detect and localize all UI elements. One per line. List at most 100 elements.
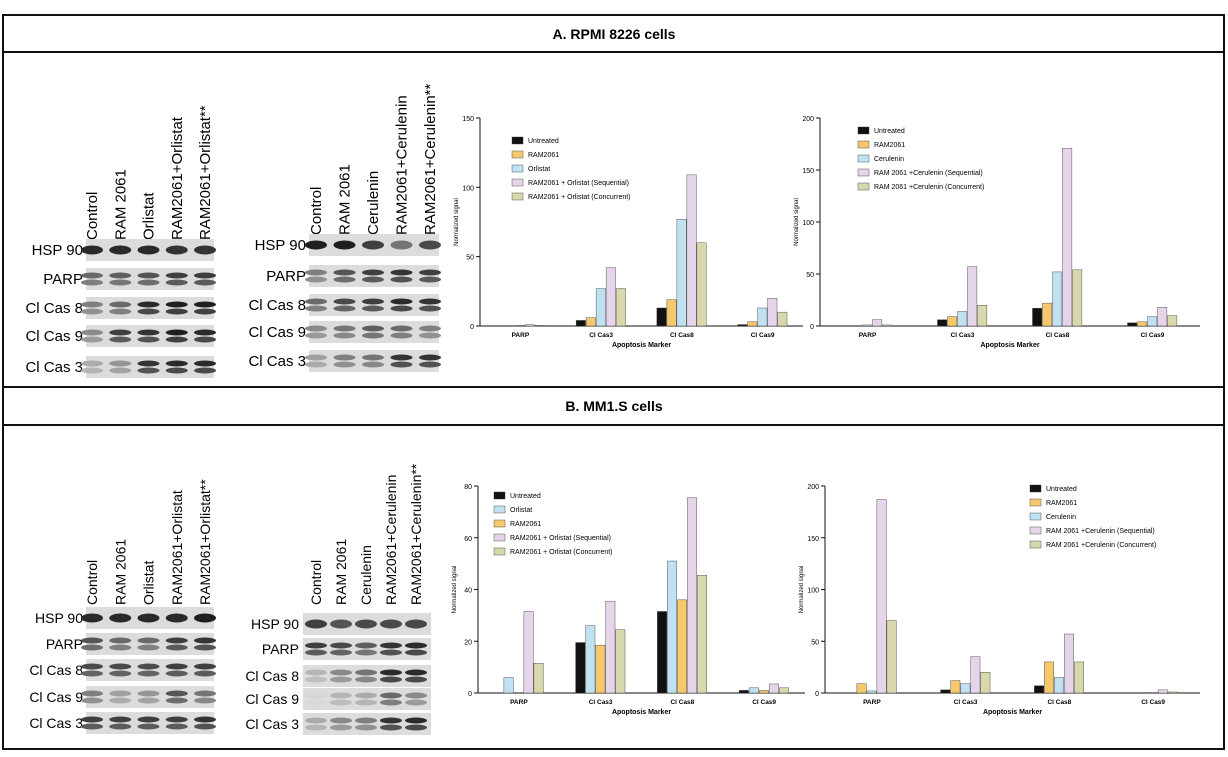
bar xyxy=(686,174,697,327)
bar xyxy=(960,683,971,694)
bar-chart: 0 20 40 60 80 Normalized signal PARP Cl Cas3 Cl … xyxy=(452,484,805,716)
legend-entry: RAM 2061 +Cerulenin (Concurrent) xyxy=(874,184,984,191)
western-blot: Control RAM 2061 Cerulenin RAM2061+Ceruleni… xyxy=(245,463,431,735)
legend-swatch xyxy=(511,192,524,201)
blot-marker-label: Cl Cas 9 xyxy=(25,328,83,345)
bar xyxy=(747,321,758,327)
legend-entry: RAM2061 + Orlistat (Sequential) xyxy=(510,535,611,542)
bar xyxy=(886,620,897,694)
blot-lane-label: RAM2061+Orlistat** xyxy=(197,105,214,240)
bar xyxy=(1167,691,1178,694)
bar xyxy=(697,575,707,694)
legend-swatch xyxy=(511,150,524,159)
blot-lane-label: RAM2061+Cerulenin xyxy=(394,95,411,235)
blot-strip xyxy=(81,607,216,629)
bar xyxy=(777,311,788,327)
blot-strip xyxy=(305,294,441,316)
bar xyxy=(657,611,667,694)
bar xyxy=(1127,322,1138,327)
blot-marker-label: Cl Cas 9 xyxy=(29,689,83,705)
blot-strip xyxy=(81,633,216,655)
bar xyxy=(585,317,596,327)
bar-chart: 0 50 100 150 200 Normalized signal PARP Cl Cas3… xyxy=(794,116,1200,349)
y-axis-label: Normalized signal xyxy=(454,198,460,246)
bar xyxy=(967,266,978,327)
legend-swatch xyxy=(857,126,870,135)
western-blot: Control RAM 2061 Orlistat RAM2061+Orlistat R… xyxy=(25,105,216,378)
x-tick-label: Cl Cas8 xyxy=(1047,699,1071,706)
blot-marker-label: Cl Cas 8 xyxy=(248,297,306,314)
blot-marker-label: PARP xyxy=(262,641,299,657)
blot-strip xyxy=(81,712,216,734)
bar xyxy=(1064,633,1074,694)
bar xyxy=(533,663,544,694)
blot-marker-label: HSP 90 xyxy=(35,610,83,626)
blot-lane-label: Orlistat xyxy=(141,561,157,605)
legend-entry: RAM2061 xyxy=(528,152,559,159)
blot-strip xyxy=(305,350,441,372)
figure-frame xyxy=(2,14,1225,750)
blot-marker-label: Cl Cas 3 xyxy=(25,359,83,376)
blot-lane-label: RAM2061+Orlistat** xyxy=(197,479,213,605)
legend-entry: RAM2061 xyxy=(874,142,905,149)
blot-marker-label: Cl Cas 3 xyxy=(248,353,306,370)
blot-lane-label: Orlistat xyxy=(141,192,158,240)
bar xyxy=(957,311,968,327)
blot-lane-label: Cerulenin xyxy=(365,171,382,235)
x-axis-label: Apoptosis Marker xyxy=(980,342,1039,349)
bar xyxy=(882,324,893,327)
blot-lane-label: RAM2061+Cerulenin** xyxy=(422,83,439,235)
legend-swatch xyxy=(493,505,506,514)
bar xyxy=(605,600,616,694)
y-tick-label: 50 xyxy=(806,272,814,279)
bar xyxy=(515,325,525,327)
legend-swatch xyxy=(511,164,524,173)
legend-entry: Cerulenin xyxy=(1046,514,1076,521)
blot-lane-label: Cerulenin xyxy=(358,545,374,605)
y-tick-label: 0 xyxy=(815,691,819,698)
legend-swatch xyxy=(857,154,870,163)
legend-entry: RAM 2061 +Cerulenin (Sequential) xyxy=(1046,528,1155,535)
legend-swatch xyxy=(493,533,506,542)
y-tick-label: 150 xyxy=(462,116,474,123)
blot-strip xyxy=(81,239,216,261)
legend-entry: RAM 2061 +Cerulenin (Sequential) xyxy=(874,170,983,177)
panel-a-title: A. RPMI 8226 cells xyxy=(553,26,676,42)
legend-swatch xyxy=(857,140,870,149)
bar xyxy=(676,219,687,327)
blot-strip xyxy=(305,321,441,343)
chart-legend: Untreated Orlistat RAM2061 RAM2061 + Orlist… xyxy=(493,491,613,556)
x-tick-label: PARP xyxy=(859,332,877,339)
legend-swatch xyxy=(511,178,524,187)
legend-swatch xyxy=(1029,540,1042,549)
blot-lane-label: Control xyxy=(308,187,325,235)
chart-legend: Untreated RAM2061 Orlistat RAM2061 + Orlist… xyxy=(511,136,631,201)
blot-marker-label: PARP xyxy=(43,271,83,288)
legend-entry: RAM 2061 +Cerulenin (Concurrent) xyxy=(1046,542,1156,549)
bar xyxy=(585,625,596,694)
y-tick-label: 100 xyxy=(807,588,819,595)
bar xyxy=(503,677,514,694)
bar-chart: 0 50 100 150 Normalized signal PARP Cl Cas3 Cl … xyxy=(454,116,803,349)
bar xyxy=(970,656,981,694)
panel-b-title: B. MM1.S cells xyxy=(565,398,662,414)
blot-marker-label: HSP 90 xyxy=(255,237,306,254)
legend-entry: RAM2061 + Orlistat (Concurrent) xyxy=(528,194,631,201)
x-tick-label: Cl Cas3 xyxy=(954,699,978,706)
bar xyxy=(667,560,677,694)
x-tick-label: Cl Cas9 xyxy=(1141,699,1165,706)
bar xyxy=(778,687,789,694)
bar xyxy=(696,242,707,327)
y-tick-label: 100 xyxy=(802,220,814,227)
legend-entry: Untreated xyxy=(1046,486,1077,493)
blot-strip xyxy=(81,325,216,347)
bar xyxy=(758,690,769,694)
x-tick-label: Cl Cas3 xyxy=(951,332,975,339)
y-tick-label: 200 xyxy=(802,116,814,123)
legend-swatch xyxy=(493,491,506,500)
y-tick-label: 20 xyxy=(464,639,472,646)
bar xyxy=(950,680,961,694)
blot-lane-label: Control xyxy=(84,192,101,240)
bar xyxy=(605,267,616,327)
